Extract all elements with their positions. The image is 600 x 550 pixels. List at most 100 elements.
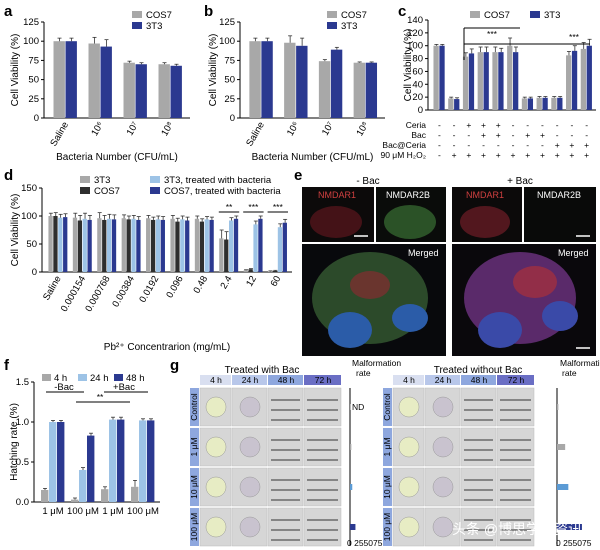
label-right-nmdar1: NMDAR1 (466, 190, 504, 200)
bar-cos7 (566, 55, 572, 110)
micrograph-left-nmdar2b-signal (384, 205, 436, 239)
bar-4-h (71, 499, 79, 502)
bar-24-h (79, 470, 87, 502)
y-tick-label: 150 (21, 183, 37, 194)
embryo (398, 516, 420, 538)
x-tick-label: 1 μM (102, 506, 123, 517)
y-axis-label: Cell Viability (%) (10, 194, 21, 267)
g-axis-ticks-left: 0 255075 (347, 538, 383, 548)
group-label: +Bac (113, 382, 135, 393)
embryo (239, 396, 261, 418)
significance-stars: *** (248, 202, 259, 212)
time-header-label: 72 h (508, 375, 525, 385)
bar-cos7 (199, 221, 204, 272)
y-tick-label: 40 (412, 79, 423, 90)
bar-3t3 (194, 218, 200, 272)
row-label-bg (383, 468, 392, 506)
condition-mark: - (541, 140, 544, 150)
bar-cos7 (318, 61, 331, 118)
time-header (393, 375, 424, 385)
y-tick-label: 0 (418, 105, 423, 116)
y-axis-label: Cell Viability (%) (208, 34, 219, 107)
bar-3t3 (498, 52, 504, 110)
x-tick-label: 2.4 (218, 274, 234, 291)
bar-3t3 (135, 64, 147, 118)
significance-stars: ** (97, 392, 104, 402)
y-axis-label: Hatching rate (%) (9, 403, 20, 481)
y-tick-label: 50 (28, 75, 39, 86)
condition-mark: - (497, 140, 500, 150)
bar-3t3 (97, 218, 102, 272)
legend-swatch (132, 22, 142, 29)
panel-label-e: e (294, 167, 302, 184)
bar-cos7 (102, 219, 107, 272)
bar-4-h (131, 486, 139, 502)
y-tick-label: 25 (28, 94, 39, 105)
bar-3t3 (365, 62, 378, 118)
row-label: 10 μM (189, 475, 199, 499)
bar-3t3-treated-with-bacteria (58, 217, 63, 272)
embryo (432, 436, 454, 458)
bar-24-h (109, 419, 117, 502)
time-header (425, 375, 460, 385)
bar-3t3-treated-with-bacteria (82, 218, 87, 272)
condition-mark: - (512, 140, 515, 150)
legend-swatch (132, 11, 142, 18)
bar-cos7 (150, 219, 156, 272)
malformation-bar (350, 484, 353, 490)
label-right-merged: Merged (558, 248, 589, 258)
x-axis-label: Pb²⁺ Concentrarion (mg/mL) (104, 342, 230, 353)
malformation-bar (350, 524, 356, 530)
bar-3t3 (72, 217, 78, 272)
embryo (398, 476, 420, 498)
condition-mark: + (481, 120, 486, 130)
bar-cos7-treated-with-bacteria (87, 219, 92, 272)
x-axis-label: Bacteria Number (CFU/mL) (252, 152, 374, 163)
bar-48-h (57, 422, 65, 502)
condition-mark: + (466, 120, 471, 130)
time-header-label: 24 h (435, 375, 452, 385)
y-tick-label: 140 (407, 15, 423, 26)
significance-stars: *** (487, 29, 498, 39)
bar-3t3 (527, 98, 534, 110)
bar-4-h (101, 489, 109, 502)
y-tick-label: 100 (407, 41, 423, 52)
condition-label: Bac (411, 130, 426, 140)
bar-cos7 (462, 56, 469, 110)
y-tick-label: 100 (21, 211, 37, 222)
bar-cos7 (272, 270, 278, 272)
micrograph-right-nmdar2b (524, 187, 596, 242)
y-tick-label: 0.5 (16, 457, 29, 468)
legend-swatch (80, 176, 90, 183)
bar-cos7-treated-with-bacteria (258, 218, 263, 272)
embryo (398, 436, 420, 458)
bar-cos7 (477, 52, 483, 110)
micrograph-left-merged-red (350, 271, 390, 299)
bar-3t3 (100, 46, 112, 118)
x-tick-label: 60 (269, 274, 284, 289)
x-tick-label: 10⁷ (125, 120, 142, 138)
bar-cos7 (53, 41, 65, 119)
panel-e-left-title: - Bac (356, 176, 379, 187)
malformation-bar (557, 404, 559, 410)
condition-mark: + (511, 150, 516, 160)
bar-3t3-treated-with-bacteria (131, 218, 136, 272)
condition-mark: - (467, 130, 470, 140)
x-tick-label: 100 μM (127, 506, 159, 517)
bar-3t3-treated-with-bacteria (253, 224, 258, 272)
bar-cos7 (551, 97, 557, 110)
bar-cos7-treated-with-bacteria (185, 220, 190, 272)
condition-mark: + (481, 130, 486, 140)
condition-mark: + (525, 130, 530, 140)
bar-cos7 (158, 64, 170, 118)
y-tick-label: 125 (219, 17, 235, 28)
row-label: 1 μM (189, 437, 199, 456)
time-header (268, 375, 303, 385)
bar-cos7 (353, 62, 366, 118)
y-tick-label: 60 (412, 66, 423, 77)
malformation-label-left-rate: rate (356, 368, 371, 378)
y-tick-label: 25 (224, 94, 235, 105)
embryo (239, 476, 261, 498)
